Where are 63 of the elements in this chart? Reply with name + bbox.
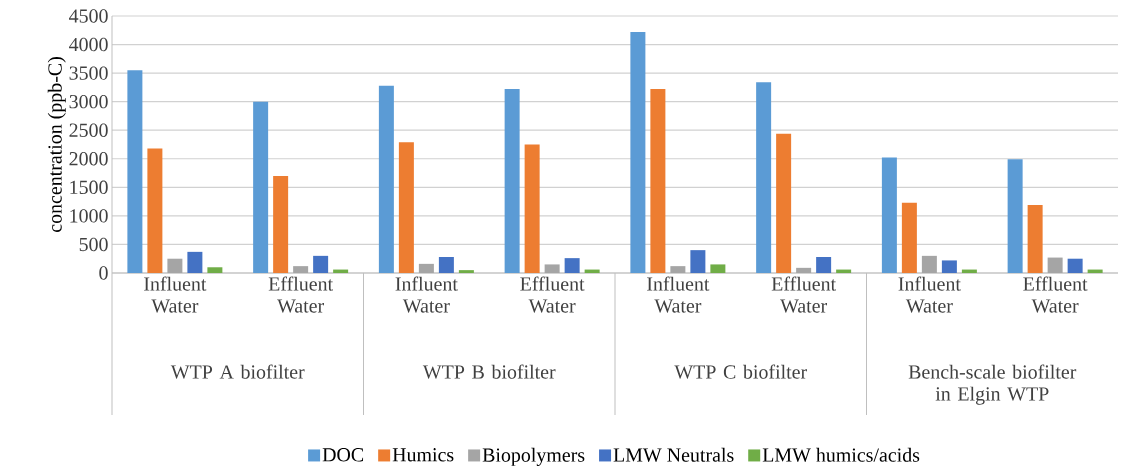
bar bbox=[710, 264, 726, 273]
y-tick-label: 500 bbox=[79, 237, 108, 252]
bar bbox=[313, 255, 329, 273]
x-tick-label: Effluent Water bbox=[1023, 276, 1088, 313]
legend-label: Biopolymers bbox=[482, 447, 585, 466]
bar bbox=[1027, 205, 1043, 273]
bar bbox=[1047, 257, 1063, 273]
bar bbox=[147, 148, 163, 273]
y-tick-label: 2500 bbox=[69, 123, 108, 137]
bar bbox=[756, 82, 772, 273]
legend-label: LMW Neutrals bbox=[613, 447, 734, 462]
y-tick-label: 0 bbox=[99, 266, 108, 280]
bar bbox=[796, 267, 812, 273]
y-tick-label: 3000 bbox=[69, 94, 108, 109]
bar bbox=[504, 89, 520, 273]
bar bbox=[418, 263, 434, 273]
bar bbox=[378, 85, 394, 273]
legend-label: DOC bbox=[322, 448, 364, 462]
text: WTP A biofilter bbox=[170, 364, 305, 379]
bar bbox=[564, 258, 580, 273]
bar bbox=[776, 133, 792, 273]
y-axis-title: concentration (ppb-C) bbox=[47, 57, 66, 232]
x-tick-label: Effluent Water bbox=[520, 276, 585, 313]
bar bbox=[630, 31, 646, 273]
bar bbox=[1007, 159, 1023, 273]
bar bbox=[690, 250, 706, 273]
text: Bench-scale biofilter in Elgin WTP bbox=[908, 364, 1077, 405]
legend-label: LMW humics/acids bbox=[762, 447, 920, 462]
y-tick-label: 1500 bbox=[70, 180, 108, 195]
bar bbox=[398, 142, 414, 273]
bar bbox=[458, 270, 474, 273]
bar bbox=[127, 70, 143, 273]
bar bbox=[187, 251, 203, 273]
text: WTP B biofilter bbox=[422, 364, 556, 379]
bar bbox=[921, 255, 937, 273]
y-tick-label: 3500 bbox=[69, 66, 108, 80]
bar bbox=[816, 256, 832, 273]
text: WTP C biofilter bbox=[674, 364, 807, 379]
bar bbox=[293, 266, 309, 273]
x-tick-label: Influent Water bbox=[647, 276, 710, 313]
bar bbox=[881, 157, 897, 273]
bar bbox=[524, 144, 540, 273]
legend-label: Humics bbox=[392, 448, 454, 462]
bar bbox=[544, 264, 560, 273]
bar bbox=[167, 258, 183, 273]
x-tick-label: Influent Water bbox=[144, 276, 207, 313]
x-tick-label: Effluent Water bbox=[771, 276, 836, 313]
bar bbox=[941, 260, 957, 273]
x-tick-label: Effluent Water bbox=[268, 276, 333, 313]
y-tick-label: 4500 bbox=[69, 9, 108, 23]
x-tick-label: Influent Water bbox=[898, 276, 961, 313]
bar bbox=[438, 256, 454, 273]
bar bbox=[253, 101, 269, 273]
bar bbox=[901, 202, 917, 273]
bar bbox=[1067, 258, 1083, 273]
x-tick-label: Influent Water bbox=[395, 276, 458, 313]
y-tick-label: 1000 bbox=[70, 209, 108, 223]
bar bbox=[207, 267, 223, 273]
bar bbox=[650, 89, 666, 273]
y-tick-label: 2000 bbox=[69, 152, 108, 166]
bar bbox=[670, 266, 686, 273]
y-tick-label: 4000 bbox=[69, 37, 108, 52]
bar bbox=[273, 175, 289, 273]
